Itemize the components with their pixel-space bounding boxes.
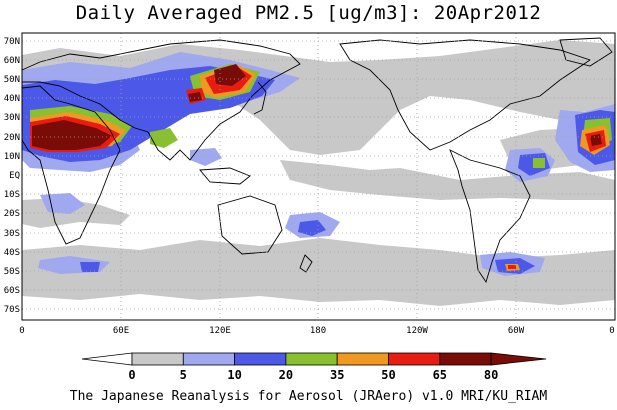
longitude-labels: 0 60E 120E 180 120W 60W 0 — [19, 326, 614, 336]
latitude-labels: 70N 60N 50N 40N 30N 20N 10N EQ 10S 20S 3… — [4, 37, 20, 315]
lat-label: 60S — [4, 286, 20, 296]
pm25-map: 70N 60N 50N 40N 30N 20N 10N EQ 10S 20S 3… — [4, 32, 616, 336]
colorbar-arrow-high — [490, 352, 547, 366]
lon-label: 60W — [508, 326, 525, 336]
lon-label: 0 — [19, 326, 24, 336]
lat-label: 60N — [4, 56, 20, 66]
colorbar-label: 10 — [227, 368, 241, 382]
colorbar-swatch — [234, 352, 287, 366]
lat-label: 10S — [4, 190, 20, 200]
colorbar-swatch — [439, 352, 492, 366]
lat-label: 30S — [4, 229, 20, 239]
colorbar-swatch — [285, 352, 338, 366]
lon-label: 0 — [609, 326, 614, 336]
map-title: Daily Averaged PM2.5 [ug/m3]: 20Apr2012 — [75, 2, 542, 24]
lon-label: 180 — [310, 326, 326, 336]
colorbar: 0 5 10 20 35 50 65 80 — [81, 352, 547, 382]
colorbar-labels: 0 5 10 20 35 50 65 80 — [128, 368, 498, 382]
lat-label: 20N — [4, 133, 20, 143]
colorbar-swatch — [388, 352, 441, 366]
lat-label: 70S — [4, 305, 20, 315]
colorbar-label: 0 — [128, 368, 135, 382]
lon-label: 60E — [113, 326, 129, 336]
lon-label: 120E — [209, 326, 231, 336]
colorbar-swatches — [81, 352, 547, 366]
colorbar-label: 20 — [279, 368, 293, 382]
colorbar-arrow-low — [81, 352, 133, 366]
lat-label: 10N — [4, 152, 20, 162]
colorbar-swatch — [336, 352, 389, 366]
lat-label: 70N — [4, 37, 20, 47]
map-frame — [21, 32, 616, 321]
colorbar-swatch — [182, 352, 236, 366]
lat-label: 50S — [4, 267, 20, 277]
colorbar-swatch — [131, 352, 184, 366]
footer-credit: The Japanese Reanalysis for Aerosol (JRA… — [69, 389, 548, 404]
map-gridlines — [22, 33, 615, 320]
colorbar-label: 65 — [433, 368, 447, 382]
lat-label: 40N — [4, 94, 20, 104]
colorbar-label: 5 — [180, 368, 187, 382]
lat-label: EQ — [9, 171, 20, 181]
lat-label: 30N — [4, 113, 20, 123]
colorbar-label: 50 — [381, 368, 395, 382]
lon-label: 120W — [406, 326, 428, 336]
lat-label: 20S — [4, 209, 20, 219]
lat-label: 40S — [4, 248, 20, 258]
colorbar-label: 35 — [330, 368, 344, 382]
lat-label: 50N — [4, 75, 20, 85]
colorbar-label: 80 — [484, 368, 498, 382]
